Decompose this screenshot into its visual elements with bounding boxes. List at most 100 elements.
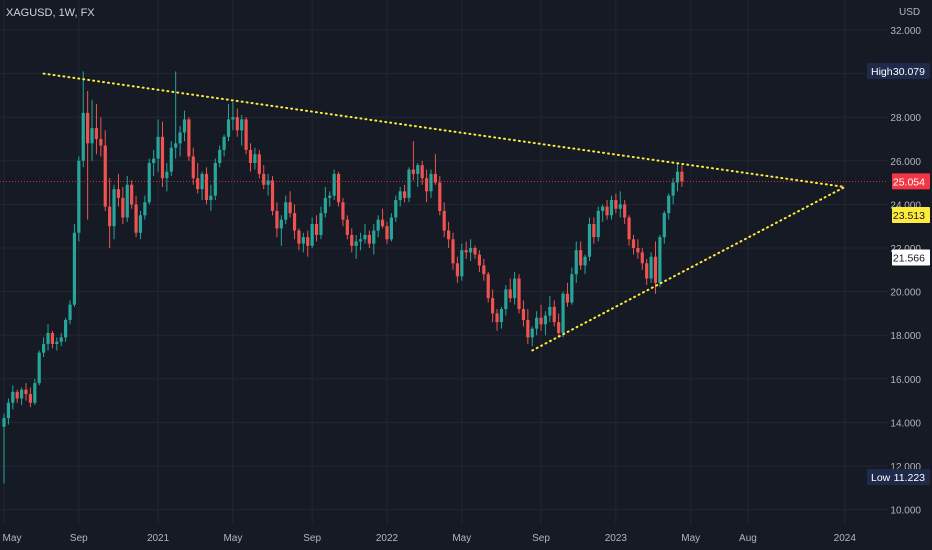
candle-body (653, 256, 658, 283)
y-tick-label: 10.000 (890, 506, 921, 517)
candle-body (138, 215, 143, 233)
candle-body (609, 200, 614, 216)
candle-body (508, 289, 512, 299)
candle-body (424, 178, 429, 192)
y-tick-label: 32.000 (890, 26, 921, 37)
candle-body (385, 226, 389, 240)
candle-body (455, 263, 460, 277)
candle-body (482, 265, 486, 275)
candle-body (495, 313, 499, 323)
candle-body (253, 154, 257, 163)
candle-body (50, 333, 55, 344)
candle-body (134, 204, 138, 233)
candle-body (473, 248, 477, 255)
candle-body (42, 343, 46, 353)
candle-body (68, 304, 72, 320)
candle-body (345, 219, 349, 235)
candle-body (535, 317, 539, 329)
candle-body (297, 230, 301, 244)
candle-body (169, 147, 173, 172)
y-tick-label: 24.000 (890, 200, 921, 211)
candle-body (574, 250, 578, 275)
candle-body (191, 156, 195, 179)
candle-body (332, 173, 336, 196)
candle-body (244, 119, 248, 150)
candle-body (174, 143, 178, 148)
candle-body (33, 383, 37, 403)
candle-body (513, 278, 517, 299)
candle-body (314, 224, 319, 235)
candle-body (543, 315, 548, 325)
candle-body (447, 230, 451, 240)
candle-body (517, 278, 521, 310)
candle-body (411, 169, 415, 174)
yellow-price-label: 23.513 (893, 210, 925, 222)
candle-body (152, 158, 156, 163)
candle-body (323, 197, 327, 214)
candle-body (367, 234, 371, 244)
candle-body (125, 184, 129, 218)
candle-body (601, 206, 605, 211)
price-labels: High 30.079 Low 11.223 25.054 23.513 21.566 (867, 63, 930, 485)
candle-body (614, 200, 618, 209)
candle-body (407, 169, 411, 198)
candle-body (310, 224, 314, 246)
symbol-title[interactable]: XAGUSD, 1W, FX (6, 7, 95, 19)
candle-body (557, 322, 561, 334)
candle-body (292, 213, 297, 231)
candle-body (565, 293, 570, 303)
candle-body (680, 171, 684, 182)
candle-body (640, 252, 644, 264)
candle-body (645, 263, 649, 279)
low-price-label: Low (871, 472, 891, 484)
time-axis[interactable]: May Sep 2021 May Sep 2022 May Sep 2023 May Aug 2024 (3, 533, 857, 544)
candle-body (380, 219, 385, 227)
candle-body (204, 173, 209, 201)
candle-body (178, 132, 182, 144)
candle-body (24, 389, 28, 395)
candle-body (358, 239, 363, 242)
candle-body (165, 171, 169, 179)
candle-body (548, 306, 552, 316)
candle-body (222, 136, 226, 150)
candle-body (270, 180, 275, 211)
candle-body (587, 224, 592, 257)
candle-body (376, 219, 380, 231)
candle-body (86, 112, 90, 144)
candle-body (240, 119, 244, 131)
x-tick-label: May (223, 533, 242, 544)
candle-body (121, 197, 125, 218)
candle-body (451, 239, 455, 264)
candle-body (108, 206, 112, 227)
candle-body (372, 230, 376, 244)
yellow-price-label-bg (892, 207, 930, 224)
candle-body (306, 237, 310, 246)
current-price-label-bg (892, 173, 930, 190)
candle-body (416, 165, 420, 174)
candle-body (147, 162, 151, 203)
candle-body (561, 293, 565, 334)
candle-body (667, 195, 671, 214)
y-tick-label: 16.000 (890, 375, 921, 386)
trendline-upper-resistance (42, 72, 846, 188)
candle-body (160, 136, 165, 179)
x-tick-label: May (681, 533, 700, 544)
grid-lines (0, 0, 888, 524)
high-price-label: High (871, 66, 893, 78)
candle-body (235, 117, 239, 131)
candle-body (605, 206, 609, 216)
candle-body (248, 149, 253, 163)
candle-body (552, 306, 556, 323)
candle-body (583, 256, 587, 266)
candle-body (284, 202, 288, 220)
candle-body (226, 119, 231, 137)
x-tick-label: 2023 (605, 533, 628, 544)
x-tick-label: Sep (532, 533, 550, 544)
candle-body (301, 237, 305, 244)
candle-body (231, 117, 235, 120)
candle-body (618, 204, 622, 209)
low-price-value: 11.223 (894, 472, 925, 484)
candle-body (187, 119, 191, 157)
candle-body (627, 217, 631, 240)
